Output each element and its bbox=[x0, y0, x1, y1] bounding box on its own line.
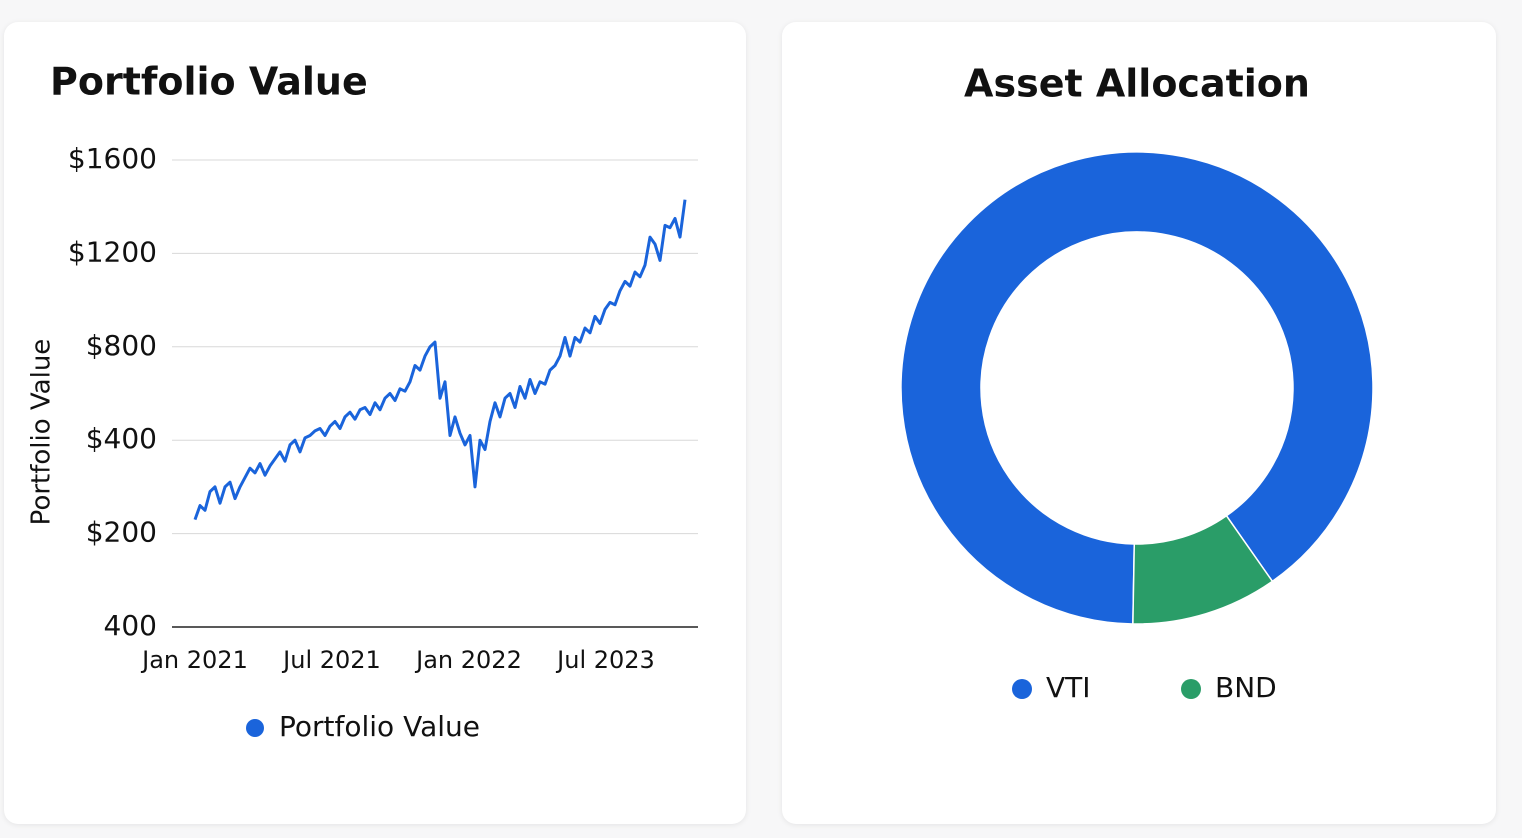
legend-label: BND bbox=[1215, 671, 1277, 704]
x-tick-label: Jan 2022 bbox=[414, 646, 522, 674]
chart-title: Portfolio Value bbox=[50, 60, 368, 104]
y-tick-label: $1200 bbox=[68, 235, 157, 268]
y-axis-label: Portfolio Value bbox=[27, 339, 57, 526]
line bbox=[193, 199, 687, 521]
y-tick-label: $400 bbox=[86, 422, 157, 455]
y-tick-label: $800 bbox=[86, 329, 157, 362]
x-tick-label: Jul 2021 bbox=[281, 646, 381, 674]
card bbox=[4, 22, 746, 824]
y-tick-label: 400 bbox=[104, 609, 157, 642]
y-tick-label: $1600 bbox=[68, 142, 157, 175]
y-tick-label: $200 bbox=[86, 516, 157, 549]
legend-label: Portfolio Value bbox=[279, 710, 480, 743]
legend-label: VTI bbox=[1046, 671, 1091, 704]
donut-slice bbox=[1132, 514, 1274, 625]
x-tick-label: Jul 2023 bbox=[555, 646, 655, 674]
legend-marker bbox=[246, 719, 264, 737]
donut-slice bbox=[900, 151, 1374, 625]
x-tick-label: Jan 2021 bbox=[140, 646, 248, 674]
legend-marker bbox=[1181, 679, 1201, 699]
chart-title: Asset Allocation bbox=[964, 62, 1310, 106]
legend-marker bbox=[1012, 679, 1032, 699]
